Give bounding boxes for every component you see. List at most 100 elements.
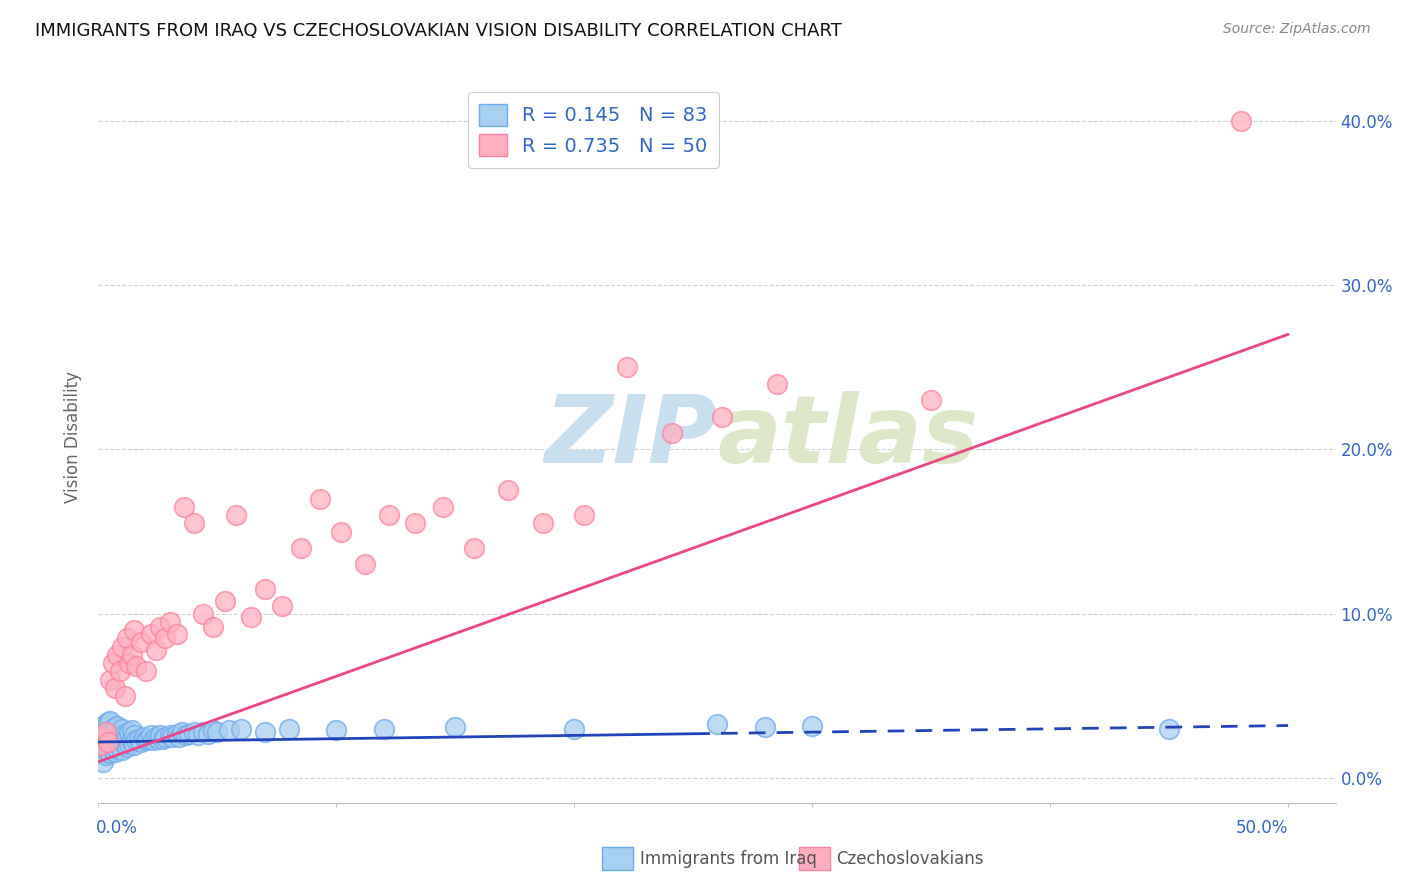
Point bbox=[139, 728, 162, 742]
Point bbox=[531, 516, 554, 531]
Point bbox=[159, 728, 181, 742]
Point bbox=[801, 718, 824, 732]
Point bbox=[661, 425, 683, 440]
Point bbox=[91, 730, 114, 744]
Point bbox=[98, 735, 121, 749]
Point bbox=[91, 718, 114, 732]
Point bbox=[201, 620, 224, 634]
Point bbox=[122, 624, 145, 638]
Point bbox=[104, 720, 127, 734]
Point bbox=[121, 648, 143, 662]
Point bbox=[98, 747, 121, 761]
Point bbox=[98, 725, 121, 739]
Point bbox=[562, 722, 585, 736]
Point bbox=[173, 500, 195, 514]
Text: 50.0%: 50.0% bbox=[1236, 819, 1288, 838]
Legend: R = 0.145   N = 83, R = 0.735   N = 50: R = 0.145 N = 83, R = 0.735 N = 50 bbox=[468, 92, 718, 168]
Point bbox=[91, 725, 114, 739]
Text: Immigrants from Iraq: Immigrants from Iraq bbox=[640, 850, 817, 868]
Point bbox=[145, 643, 167, 657]
Point bbox=[139, 626, 162, 640]
Point bbox=[128, 731, 150, 746]
Point bbox=[121, 723, 143, 738]
Point bbox=[920, 393, 942, 408]
Point bbox=[239, 610, 262, 624]
Point bbox=[129, 634, 152, 648]
Point bbox=[115, 739, 138, 754]
Point bbox=[114, 739, 136, 753]
Point bbox=[122, 739, 145, 753]
Point bbox=[107, 730, 129, 744]
Point bbox=[290, 541, 312, 555]
Point bbox=[118, 725, 141, 739]
Point bbox=[104, 731, 127, 746]
Point bbox=[765, 376, 787, 391]
Point bbox=[118, 656, 141, 670]
Point bbox=[132, 730, 155, 744]
Text: 0.0%: 0.0% bbox=[96, 819, 138, 838]
Point bbox=[111, 640, 134, 654]
Point bbox=[90, 739, 112, 753]
Point bbox=[101, 656, 124, 670]
Point bbox=[214, 593, 236, 607]
Point bbox=[125, 733, 148, 747]
Point bbox=[111, 733, 134, 747]
Point bbox=[404, 516, 426, 531]
Point bbox=[91, 741, 114, 756]
Point bbox=[114, 689, 136, 703]
Point bbox=[104, 681, 127, 695]
Point bbox=[145, 730, 167, 744]
Point bbox=[270, 599, 292, 613]
Point bbox=[1229, 113, 1251, 128]
Point bbox=[153, 632, 176, 646]
Point bbox=[153, 730, 176, 744]
Point bbox=[142, 733, 165, 747]
Text: IMMIGRANTS FROM IRAQ VS CZECHOSLOVAKIAN VISION DISABILITY CORRELATION CHART: IMMIGRANTS FROM IRAQ VS CZECHOSLOVAKIAN … bbox=[35, 22, 842, 40]
Point bbox=[616, 360, 638, 375]
Point bbox=[97, 745, 120, 759]
Point bbox=[159, 615, 181, 629]
Point bbox=[108, 739, 131, 754]
Point bbox=[253, 582, 276, 596]
Point bbox=[496, 483, 519, 498]
Point bbox=[218, 723, 240, 738]
Point bbox=[91, 755, 114, 769]
Point bbox=[191, 607, 214, 621]
Point bbox=[330, 524, 353, 539]
Point bbox=[97, 737, 120, 751]
Point bbox=[135, 733, 157, 747]
Point bbox=[710, 409, 733, 424]
Point bbox=[325, 723, 347, 738]
Point bbox=[107, 718, 129, 732]
Point bbox=[149, 728, 172, 742]
Point bbox=[107, 648, 129, 662]
Point bbox=[97, 735, 120, 749]
Point bbox=[135, 665, 157, 679]
Point bbox=[444, 720, 467, 734]
Point bbox=[98, 673, 121, 687]
Point bbox=[90, 722, 112, 736]
Text: Source: ZipAtlas.com: Source: ZipAtlas.com bbox=[1223, 22, 1371, 37]
Text: atlas: atlas bbox=[717, 391, 979, 483]
Point bbox=[94, 728, 117, 742]
Y-axis label: Vision Disability: Vision Disability bbox=[65, 371, 83, 503]
Point bbox=[101, 743, 124, 757]
Point bbox=[111, 722, 134, 736]
Point bbox=[115, 730, 138, 744]
Point bbox=[94, 725, 117, 739]
Point bbox=[90, 747, 112, 761]
Text: ZIP: ZIP bbox=[544, 391, 717, 483]
Point bbox=[191, 725, 214, 739]
Text: Czechoslovakians: Czechoslovakians bbox=[837, 850, 984, 868]
Point bbox=[90, 739, 112, 753]
Point bbox=[277, 722, 299, 736]
Point bbox=[98, 714, 121, 728]
Point bbox=[169, 730, 191, 744]
Point bbox=[308, 491, 330, 506]
Point bbox=[176, 728, 198, 742]
Point bbox=[121, 735, 143, 749]
Point bbox=[94, 717, 117, 731]
Point bbox=[183, 725, 205, 739]
Point bbox=[138, 731, 160, 746]
Point bbox=[91, 735, 114, 749]
